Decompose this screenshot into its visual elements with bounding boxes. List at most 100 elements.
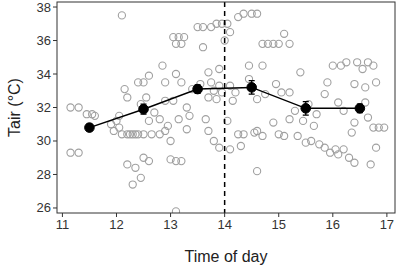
point bbox=[308, 137, 315, 144]
y-axis-label: Tair (°C) bbox=[6, 78, 23, 137]
point bbox=[186, 112, 193, 119]
point bbox=[156, 116, 163, 123]
point bbox=[180, 34, 187, 41]
point bbox=[205, 69, 212, 76]
point bbox=[145, 157, 152, 164]
x-tick-label: 13 bbox=[163, 217, 177, 232]
y-tick bbox=[53, 174, 57, 175]
x-tick-label: 15 bbox=[271, 217, 285, 232]
point bbox=[362, 84, 369, 91]
point bbox=[208, 24, 215, 31]
point bbox=[240, 10, 247, 17]
point bbox=[313, 111, 320, 118]
point bbox=[140, 79, 147, 86]
point bbox=[75, 149, 82, 156]
point bbox=[294, 132, 301, 139]
point bbox=[354, 59, 361, 66]
point bbox=[159, 62, 166, 69]
point bbox=[140, 131, 147, 138]
mean-point bbox=[247, 83, 257, 93]
point bbox=[145, 117, 152, 124]
point bbox=[364, 114, 371, 121]
point bbox=[272, 80, 279, 87]
point bbox=[327, 149, 334, 156]
point bbox=[67, 104, 74, 111]
point bbox=[232, 89, 239, 96]
point bbox=[367, 161, 374, 168]
point bbox=[372, 144, 379, 151]
point bbox=[175, 116, 182, 123]
y-tick bbox=[53, 74, 57, 75]
y-tick bbox=[53, 140, 57, 141]
mean-point bbox=[355, 104, 365, 114]
point bbox=[75, 104, 82, 111]
point bbox=[199, 44, 206, 51]
point bbox=[297, 69, 304, 76]
point bbox=[178, 40, 185, 47]
point bbox=[67, 149, 74, 156]
point bbox=[286, 116, 293, 123]
point bbox=[240, 131, 247, 138]
point bbox=[124, 94, 131, 101]
point bbox=[137, 174, 144, 181]
point bbox=[172, 208, 179, 213]
point bbox=[183, 126, 190, 133]
point bbox=[351, 80, 358, 87]
point bbox=[351, 159, 358, 166]
point bbox=[216, 65, 223, 72]
point bbox=[286, 40, 293, 47]
mean-point bbox=[301, 104, 311, 114]
point bbox=[245, 62, 252, 69]
point bbox=[145, 72, 152, 79]
point bbox=[281, 30, 288, 37]
point bbox=[329, 62, 336, 69]
point bbox=[372, 79, 379, 86]
point bbox=[91, 112, 98, 119]
x-tick-label: 16 bbox=[326, 217, 340, 232]
point bbox=[364, 59, 371, 66]
point bbox=[251, 129, 258, 136]
point bbox=[124, 161, 131, 168]
y-tick bbox=[53, 207, 57, 208]
point bbox=[370, 62, 377, 69]
reference-line bbox=[224, 2, 226, 213]
point bbox=[291, 107, 298, 114]
point bbox=[235, 13, 242, 20]
y-tick-label: 32 bbox=[37, 100, 51, 115]
point bbox=[259, 62, 266, 69]
point bbox=[121, 85, 128, 92]
point bbox=[213, 96, 220, 103]
y-tick-label: 38 bbox=[37, 0, 51, 15]
x-tick-label: 17 bbox=[380, 217, 394, 232]
point bbox=[140, 154, 147, 161]
y-tick-label: 36 bbox=[37, 33, 51, 48]
y-tick-label: 26 bbox=[37, 200, 51, 215]
point bbox=[178, 157, 185, 164]
point bbox=[337, 62, 344, 69]
point bbox=[275, 40, 282, 47]
plot-marks bbox=[67, 2, 388, 213]
y-tick bbox=[53, 107, 57, 108]
mean-point bbox=[85, 123, 95, 133]
chart: 1112131415161726283032343638Time of dayT… bbox=[0, 0, 400, 269]
point bbox=[324, 79, 331, 86]
point bbox=[321, 91, 328, 98]
point bbox=[162, 79, 169, 86]
plot-frame bbox=[57, 2, 395, 213]
point bbox=[208, 79, 215, 86]
point bbox=[143, 94, 150, 101]
point bbox=[237, 142, 244, 149]
point bbox=[167, 137, 174, 144]
point bbox=[343, 59, 350, 66]
point bbox=[156, 131, 163, 138]
point bbox=[226, 29, 233, 36]
point bbox=[183, 104, 190, 111]
point bbox=[118, 12, 125, 19]
point bbox=[210, 137, 217, 144]
point bbox=[286, 89, 293, 96]
point bbox=[205, 94, 212, 101]
point bbox=[178, 79, 185, 86]
point bbox=[199, 24, 206, 31]
point bbox=[132, 164, 139, 171]
point bbox=[281, 132, 288, 139]
